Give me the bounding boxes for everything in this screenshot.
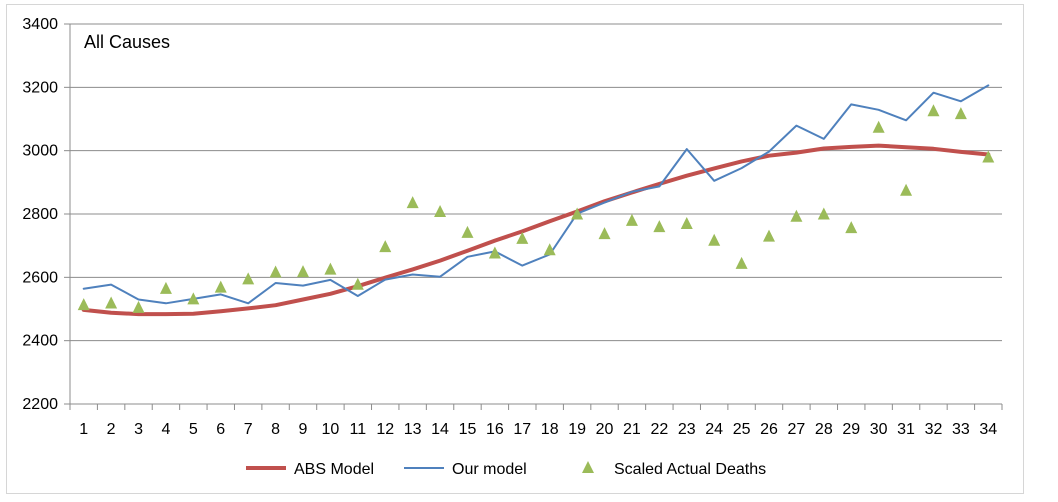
legend-swatch-scaled-actual-deaths <box>582 461 594 473</box>
data-point-triangle <box>735 256 748 269</box>
x-tick-label: 14 <box>431 421 449 438</box>
y-tick-label: 2600 <box>22 269 58 286</box>
x-tick-label: 24 <box>705 421 723 438</box>
x-axis: 1 2 3 4 5 6 7 8 9 10 11 12 13 14 15 16 17 18 19 20 21 22 23 24 2… <box>69 404 1003 438</box>
data-point-triangle <box>516 231 529 244</box>
x-tick-label: 27 <box>788 421 806 438</box>
x-tick-label: 10 <box>322 421 340 438</box>
x-tick-label: 20 <box>596 421 614 438</box>
data-point-triangle <box>598 227 611 240</box>
data-point-triangle <box>406 196 419 209</box>
x-tick-label: 26 <box>760 421 778 438</box>
data-point-triangle <box>653 220 666 233</box>
y-tick-label: 2400 <box>22 333 58 350</box>
x-tick-label: 12 <box>376 421 394 438</box>
series-layer <box>77 84 995 317</box>
x-tick-label: 1 <box>79 421 88 438</box>
legend: ABS Model Our model Scaled Actual Deaths <box>246 461 766 478</box>
x-tick-label: 8 <box>271 421 280 438</box>
y-tick-label: 2800 <box>22 206 58 223</box>
gridlines <box>70 23 1002 405</box>
data-point-triangle <box>132 300 145 313</box>
y-axis: 2200 2400 2600 2800 3000 3200 3400 <box>22 16 71 413</box>
data-point-triangle <box>269 265 282 278</box>
data-point-triangle <box>187 292 200 305</box>
data-point-triangle <box>77 298 90 311</box>
x-tick-label: 25 <box>733 421 751 438</box>
x-tick-label: 21 <box>623 421 641 438</box>
x-tick-label: 9 <box>299 421 308 438</box>
y-tick-label: 3000 <box>22 143 58 160</box>
data-point-triangle <box>927 104 940 117</box>
data-point-triangle <box>379 240 392 253</box>
y-tick-label: 3200 <box>22 79 58 96</box>
legend-label-abs-model: ABS Model <box>294 461 374 478</box>
y-tick-label: 2200 <box>22 396 58 413</box>
y-tick-label: 3400 <box>22 16 58 33</box>
legend-label-scaled-actual-deaths: Scaled Actual Deaths <box>614 461 766 478</box>
data-point-triangle <box>242 272 255 285</box>
x-tick-label: 13 <box>404 421 422 438</box>
x-tick-label: 7 <box>244 421 253 438</box>
x-tick-label: 22 <box>650 421 668 438</box>
x-tick-label: 5 <box>189 421 198 438</box>
data-point-triangle <box>571 207 584 220</box>
data-point-triangle <box>159 281 172 294</box>
series-line-our-model <box>82 84 990 305</box>
data-point-triangle <box>434 204 447 217</box>
x-tick-label: 4 <box>161 421 170 438</box>
x-tick-label: 15 <box>459 421 477 438</box>
x-tick-label: 28 <box>815 421 833 438</box>
data-point-triangle <box>461 225 474 238</box>
x-tick-label: 11 <box>350 421 367 438</box>
legend-label-our-model: Our model <box>452 461 527 478</box>
x-tick-label: 3 <box>134 421 143 438</box>
x-tick-label: 33 <box>952 421 970 438</box>
x-tick-label: 18 <box>541 421 559 438</box>
x-tick-label: 19 <box>568 421 586 438</box>
x-tick-label: 34 <box>979 421 997 438</box>
data-point-triangle <box>488 246 501 259</box>
series-line-abs-model <box>81 143 991 317</box>
x-tick-label: 16 <box>486 421 504 438</box>
data-point-triangle <box>543 243 556 256</box>
data-point-triangle <box>982 150 995 163</box>
chart-frame <box>6 4 1024 494</box>
data-point-triangle <box>680 217 693 229</box>
data-point-triangle <box>763 229 775 242</box>
data-point-triangle <box>625 213 638 226</box>
data-point-triangle <box>105 296 118 309</box>
data-point-triangle <box>845 221 858 234</box>
data-point-triangle <box>297 265 309 278</box>
data-point-triangle <box>872 120 885 133</box>
data-point-triangle <box>351 277 364 290</box>
data-point-triangle <box>214 280 227 293</box>
x-tick-label: 23 <box>678 421 696 438</box>
data-point-triangle <box>708 233 721 246</box>
data-point-triangle <box>817 207 830 220</box>
data-point-triangle <box>954 107 967 120</box>
x-tick-label: 17 <box>513 421 531 438</box>
x-tick-label: 2 <box>107 421 116 438</box>
x-tick-label: 31 <box>897 421 915 438</box>
x-tick-label: 32 <box>925 421 943 438</box>
data-point-triangle <box>900 183 913 196</box>
x-tick-label: 29 <box>842 421 860 438</box>
data-point-triangle <box>324 262 337 275</box>
x-tick-label: 6 <box>216 421 225 438</box>
chart-title: All Causes <box>84 32 170 52</box>
x-tick-label: 30 <box>870 421 888 438</box>
data-point-triangle <box>790 209 803 222</box>
